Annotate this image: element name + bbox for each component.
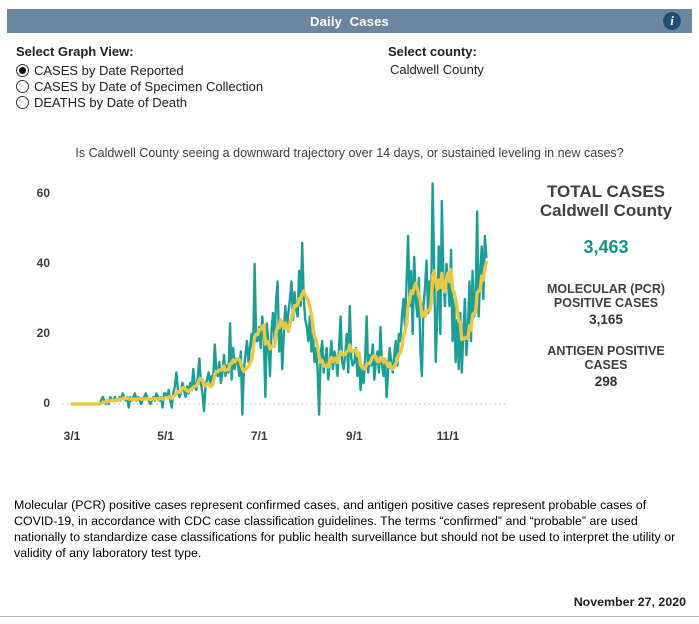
radio-button-icon[interactable]	[16, 79, 29, 93]
graph-view-label: Select Graph View:	[16, 44, 134, 59]
pcr-cases-label-line2: POSITIVE CASES	[553, 296, 659, 310]
radio-button-icon[interactable]	[16, 95, 29, 109]
daily-cases-chart-canvas[interactable]	[62, 175, 532, 437]
x-axis-tick-label: 3/1	[63, 429, 81, 443]
total-cases-title-line1: TOTAL CASES	[546, 182, 666, 201]
antigen-cases-label-line2: CASES	[584, 358, 628, 372]
classification-footnote: Molecular (PCR) positive cases represent…	[14, 498, 676, 560]
x-axis-tick-label: 11/1	[436, 429, 460, 443]
county-select-label: Select county:	[388, 44, 477, 59]
radio-option-label: CASES by Date of Specimen Collection	[34, 78, 264, 94]
daily-cases-chart: 0 20 40 60 3/1 5/1 7/1 9/1 11/1	[36, 175, 532, 443]
page-title: Daily Cases	[309, 13, 389, 29]
info-icon[interactable]: i	[663, 12, 681, 30]
radio-option-cases-by-specimen-collection[interactable]: CASES by Date of Specimen Collection	[16, 78, 263, 94]
antigen-cases-label: ANTIGEN POSITIVE CASES	[518, 344, 694, 372]
trajectory-question: Is Caldwell County seeing a downward tra…	[75, 146, 624, 160]
stats-panel: TOTAL CASES Caldwell County 3,463 MOLECU…	[518, 182, 694, 389]
x-axis-tick-label: 9/1	[346, 429, 363, 443]
report-date: November 27, 2020	[573, 595, 686, 609]
total-cases-title: TOTAL CASES Caldwell County	[518, 182, 694, 220]
radio-option-deaths-by-date-of-death[interactable]: DEATHS by Date of Death	[16, 94, 263, 110]
graph-view-radio-group: Select Graph View: CASES by Date Reporte…	[16, 44, 263, 110]
radio-option-label: CASES by Date Reported	[34, 62, 184, 78]
pcr-cases-label: MOLECULAR (PCR) POSITIVE CASES	[518, 282, 694, 310]
bottom-divider	[0, 616, 699, 617]
pcr-cases-label-line1: MOLECULAR (PCR)	[546, 282, 666, 296]
county-select-group: Select county: Caldwell County	[388, 44, 484, 77]
antigen-cases-label-line1: ANTIGEN POSITIVE	[547, 344, 665, 358]
y-axis-tick-label: 40	[36, 256, 50, 270]
y-axis-tick-label: 60	[36, 186, 50, 200]
radio-button-icon[interactable]	[16, 63, 29, 77]
moving-average-line	[70, 260, 489, 406]
radio-option-cases-by-date-reported[interactable]: CASES by Date Reported	[16, 62, 263, 78]
radio-option-label: DEATHS by Date of Death	[34, 94, 187, 110]
header-bar: Daily Cases i	[7, 9, 692, 33]
y-axis-tick-label: 20	[36, 326, 50, 340]
county-select-value[interactable]: Caldwell County	[390, 62, 484, 77]
x-axis-tick-label: 7/1	[250, 429, 268, 443]
x-axis-tick-label: 5/1	[157, 429, 174, 443]
antigen-cases-value: 298	[594, 374, 618, 389]
y-axis-tick-label: 0	[43, 396, 50, 410]
pcr-cases-value: 3,165	[589, 312, 623, 327]
total-cases-title-line2: Caldwell County	[539, 201, 673, 220]
total-cases-value: 3,463	[583, 237, 629, 257]
daily-cases-line	[70, 182, 488, 416]
